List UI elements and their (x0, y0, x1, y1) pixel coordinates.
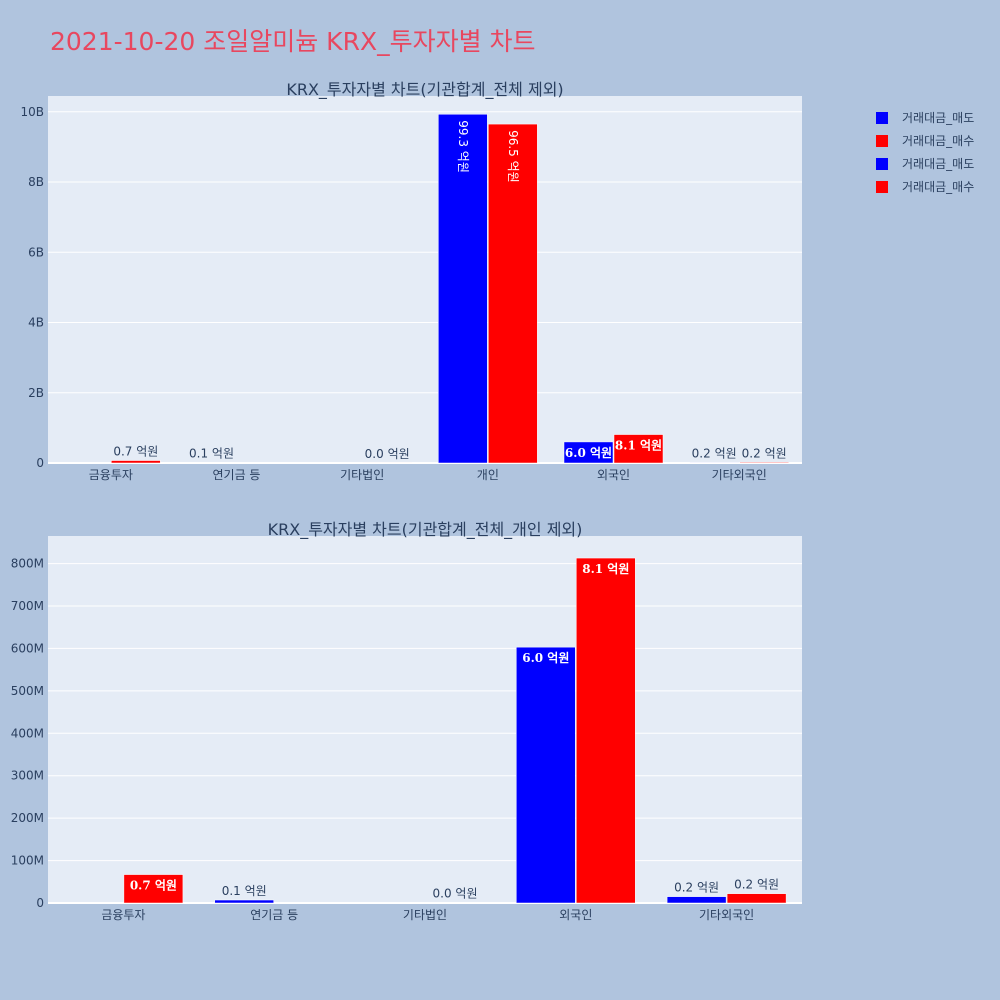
y-tick-label: 600M (11, 641, 44, 655)
y-tick-label: 4B (28, 316, 44, 330)
data-label: 0.2 억원 (742, 446, 787, 460)
x-tick-label: 외국인 (559, 908, 592, 922)
legend-swatch (876, 180, 888, 193)
legend-label: 거래대금_매도 (902, 111, 975, 125)
y-tick-label: 2B (28, 386, 44, 400)
y-tick-label: 200M (11, 811, 44, 825)
x-tick-label: 연기금 등 (250, 908, 298, 922)
legend: 거래대금_매도 거래대금_매수 거래대금_매도 거래대금_매수 (876, 106, 974, 198)
data-label: 0.0 억원 (365, 447, 410, 461)
y-tick-label: 6B (28, 245, 44, 259)
chart-title: KRX_투자자별 차트(기관합계_전체_개인 제외) (268, 520, 583, 540)
data-label: 0.2 억원 (674, 881, 719, 895)
bar (613, 434, 664, 464)
legend-item[interactable]: 거래대금_매도 (876, 106, 974, 129)
data-label: 0.7 억원 (113, 445, 158, 459)
y-tick-label: 500M (11, 684, 44, 698)
y-tick-label: 300M (11, 769, 44, 783)
bar (689, 462, 739, 464)
y-tick-label: 400M (11, 726, 44, 740)
plot-area (48, 536, 802, 903)
legend-item[interactable]: 거래대금_매수 (876, 175, 974, 198)
bar (666, 896, 727, 904)
x-tick-label: 연기금 등 (213, 468, 261, 482)
page-title: 2021-10-20 조일알미늄 KRX_투자자별 차트 (50, 27, 536, 56)
data-label: 0.2 억원 (734, 878, 779, 892)
legend-label: 거래대금_매수 (902, 180, 975, 194)
data-label: 0.1 억원 (189, 447, 234, 461)
data-label: 0.2 억원 (692, 446, 737, 460)
data-label: 6.0 억원 (565, 446, 612, 460)
data-label: 6.0 억원 (522, 651, 569, 665)
bar (516, 646, 576, 904)
x-tick-label: 개인 (477, 468, 499, 482)
legend-swatch (876, 111, 888, 124)
x-tick-label: 기타외국인 (712, 468, 767, 482)
plot-area (48, 96, 802, 463)
legend-swatch (876, 134, 888, 147)
x-tick-label: 금융투자 (89, 468, 133, 482)
legend-item[interactable]: 거래대금_매도 (876, 152, 974, 175)
chart-title: KRX_투자자별 차트(기관합계_전체 제외) (286, 80, 563, 100)
bar (739, 462, 789, 464)
bar (123, 874, 184, 904)
y-tick-label: 8B (28, 175, 44, 189)
data-label: 8.1 억원 (615, 439, 662, 453)
legend-label: 거래대금_매도 (902, 157, 975, 171)
bar (111, 460, 161, 464)
y-tick-label: 10B (20, 105, 44, 119)
y-tick-label: 700M (11, 599, 44, 613)
bar (726, 893, 787, 904)
data-label: 0.7 억원 (130, 879, 177, 893)
data-label: 99.3 억원 (456, 120, 470, 173)
data-label: 96.5 억원 (506, 130, 520, 183)
y-tick-label: 0 (36, 896, 44, 910)
bar (438, 114, 488, 464)
bar (576, 557, 636, 904)
y-tick-label: 100M (11, 854, 44, 868)
x-tick-label: 기타법인 (340, 468, 384, 482)
bar (563, 441, 614, 464)
legend-label: 거래대금_매수 (902, 134, 975, 148)
x-tick-label: 기타법인 (403, 908, 447, 922)
bar (214, 899, 274, 904)
bar (488, 123, 538, 464)
x-tick-label: 금융투자 (101, 908, 145, 922)
x-tick-label: 외국인 (597, 468, 630, 482)
data-label: 0.1 억원 (222, 884, 267, 898)
data-label: 0.0 억원 (433, 887, 478, 901)
legend-swatch (876, 157, 888, 170)
legend-item[interactable]: 거래대금_매수 (876, 129, 974, 152)
x-tick-label: 기타외국인 (699, 908, 754, 922)
y-tick-label: 0 (36, 456, 44, 470)
y-tick-label: 800M (11, 557, 44, 571)
data-label: 8.1 억원 (582, 562, 629, 576)
